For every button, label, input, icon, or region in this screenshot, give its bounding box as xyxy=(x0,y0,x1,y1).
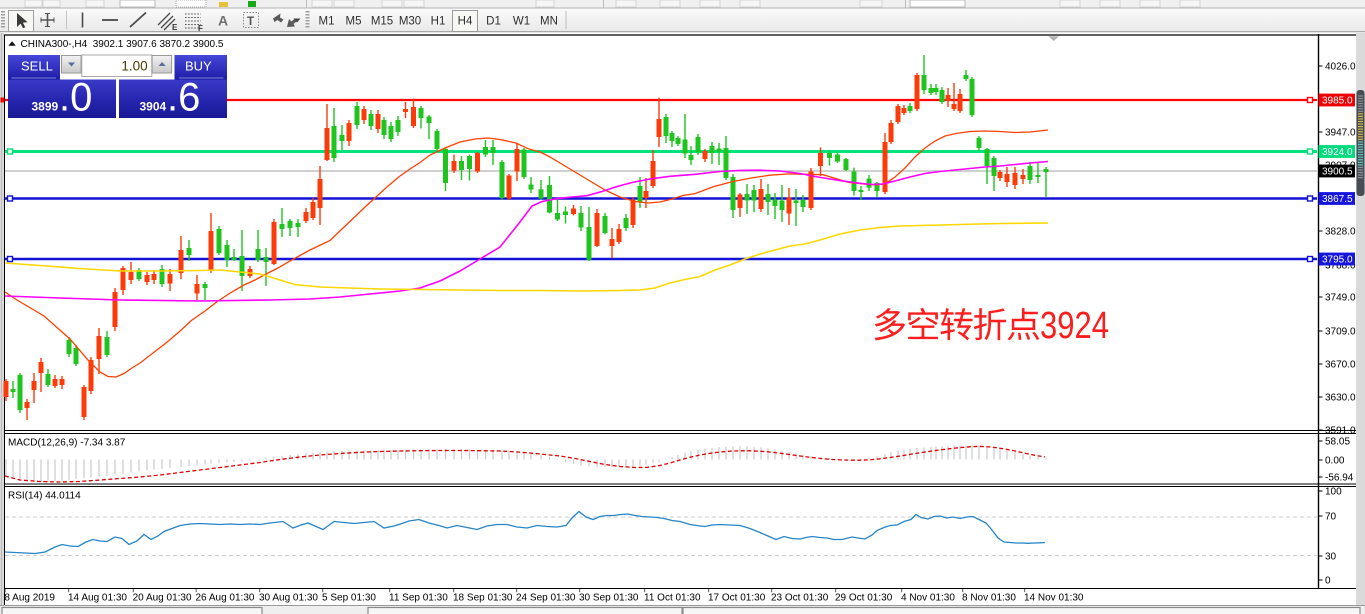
svg-text:3900.5: 3900.5 xyxy=(1322,167,1353,178)
svg-text:0: 0 xyxy=(1325,576,1331,587)
svg-text:F: F xyxy=(198,24,203,33)
svg-text:M1: M1 xyxy=(319,16,335,28)
svg-text:M5: M5 xyxy=(346,16,362,28)
svg-text:58.05: 58.05 xyxy=(1325,437,1350,448)
svg-text:MACD(12,26,9) -7.34 3.87: MACD(12,26,9) -7.34 3.87 xyxy=(8,438,126,449)
svg-text:100: 100 xyxy=(1325,487,1342,498)
svg-text:11 Oct 01:30: 11 Oct 01:30 xyxy=(644,593,701,604)
svg-text:3788.0: 3788.0 xyxy=(1325,261,1356,272)
svg-text:3947.0: 3947.0 xyxy=(1325,128,1356,139)
svg-text:W1: W1 xyxy=(513,16,530,28)
svg-text:3924.0: 3924.0 xyxy=(1322,147,1353,158)
svg-text:CHINA300-,H4 3902.1 3907.6 38: CHINA300-,H4 3902.1 3907.6 3870.2 3900.5 xyxy=(21,39,224,50)
svg-text:30 Aug 01:30: 30 Aug 01:30 xyxy=(259,593,318,604)
svg-text:3670.0: 3670.0 xyxy=(1325,360,1356,371)
svg-text:3985.0: 3985.0 xyxy=(1322,96,1353,107)
svg-text:3749.0: 3749.0 xyxy=(1325,293,1356,304)
svg-text:H4: H4 xyxy=(458,16,473,28)
svg-text:.6: .6 xyxy=(167,76,200,120)
svg-text:4026.0: 4026.0 xyxy=(1325,62,1356,73)
svg-text:3924: 3924 xyxy=(1040,305,1109,347)
svg-text:8 Aug 2019: 8 Aug 2019 xyxy=(4,593,55,604)
svg-text:3591.0: 3591.0 xyxy=(1325,426,1356,437)
svg-text:24 Sep 01:30: 24 Sep 01:30 xyxy=(516,593,576,604)
svg-text:18 Sep 01:30: 18 Sep 01:30 xyxy=(453,593,513,604)
svg-text:-56.94: -56.94 xyxy=(1325,473,1354,484)
svg-text:0.00: 0.00 xyxy=(1325,456,1345,467)
svg-text:11 Sep 01:30: 11 Sep 01:30 xyxy=(389,593,448,604)
svg-text:MN: MN xyxy=(540,16,558,28)
svg-text:4 Nov 01:30: 4 Nov 01:30 xyxy=(901,593,955,604)
svg-text:RSI(14) 44.0114: RSI(14) 44.0114 xyxy=(8,491,81,502)
svg-text:3795.0: 3795.0 xyxy=(1322,255,1353,266)
svg-text:26 Aug 01:30: 26 Aug 01:30 xyxy=(196,593,255,604)
svg-text:14 Aug 01:30: 14 Aug 01:30 xyxy=(68,593,127,604)
svg-text:23 Oct 01:30: 23 Oct 01:30 xyxy=(771,593,829,604)
svg-text:29 Oct 01:30: 29 Oct 01:30 xyxy=(835,593,893,604)
svg-text:3867.5: 3867.5 xyxy=(1322,194,1353,205)
svg-text:30: 30 xyxy=(1325,552,1337,563)
svg-text:3709.0: 3709.0 xyxy=(1325,327,1356,338)
svg-text:SELL: SELL xyxy=(21,59,53,74)
svg-text:17 Oct 01:30: 17 Oct 01:30 xyxy=(708,593,766,604)
svg-text:3828.0: 3828.0 xyxy=(1325,227,1356,238)
svg-text:E: E xyxy=(172,23,178,32)
svg-text:1.00: 1.00 xyxy=(121,59,147,74)
svg-text:T: T xyxy=(247,16,254,28)
svg-text:.0: .0 xyxy=(59,76,92,120)
svg-text:M30: M30 xyxy=(399,16,421,28)
svg-text:3630.0: 3630.0 xyxy=(1325,393,1356,404)
svg-text:D1: D1 xyxy=(486,16,501,28)
svg-text:M15: M15 xyxy=(371,16,393,28)
svg-text:H1: H1 xyxy=(431,16,446,28)
svg-text:5 Sep 01:30: 5 Sep 01:30 xyxy=(322,593,376,604)
svg-text:BUY: BUY xyxy=(185,59,212,74)
svg-text:14 Nov 01:30: 14 Nov 01:30 xyxy=(1024,593,1084,604)
svg-text:20 Aug 01:30: 20 Aug 01:30 xyxy=(133,593,192,604)
svg-text:3904: 3904 xyxy=(140,100,167,114)
svg-text:3899: 3899 xyxy=(32,100,59,114)
svg-text:70: 70 xyxy=(1325,512,1337,523)
svg-text:8 Nov 01:30: 8 Nov 01:30 xyxy=(962,593,1016,604)
svg-text:A: A xyxy=(218,13,228,29)
svg-text:30 Sep 01:30: 30 Sep 01:30 xyxy=(579,593,639,604)
